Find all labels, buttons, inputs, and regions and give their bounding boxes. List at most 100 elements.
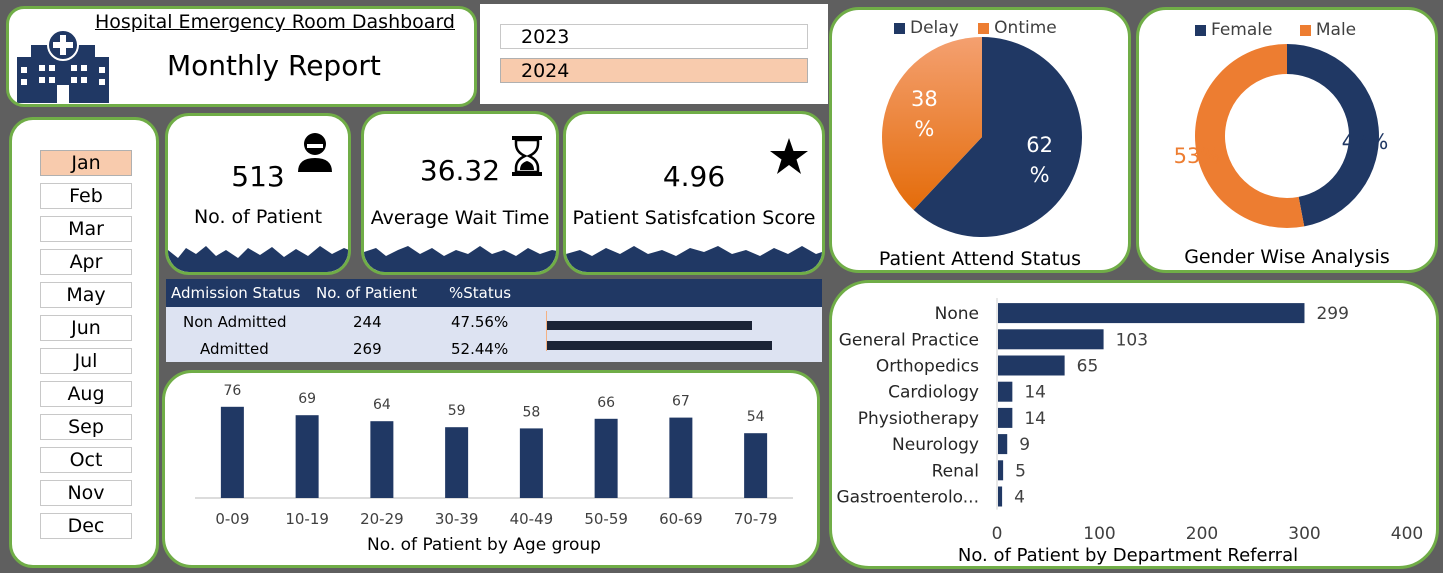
- data-label: 14: [1024, 409, 1046, 429]
- tick-label: 40-49: [510, 510, 554, 528]
- page-title: Monthly Report: [167, 49, 381, 82]
- bar: [594, 418, 618, 498]
- kpi-label: No. of Patient: [193, 206, 323, 228]
- kpi-value: 36.32: [419, 154, 501, 187]
- category-label: Neurology: [892, 435, 979, 455]
- column-header: No. of Patient: [316, 284, 418, 302]
- department-referral-chart: None 299 General Practice 103 Orthopedics 65 C…: [829, 280, 1439, 569]
- kpi-label: Patient Satisfcation Score: [572, 207, 816, 229]
- bar: [295, 415, 319, 498]
- tick-label: 0-09: [215, 510, 249, 528]
- hourglass-icon: [512, 136, 542, 176]
- data-label: 66: [597, 395, 615, 411]
- bar: [998, 355, 1065, 376]
- bar: [669, 417, 693, 498]
- category-label: Renal: [932, 461, 979, 481]
- month-item-apr[interactable]: Apr: [40, 249, 132, 275]
- bar: [998, 486, 1003, 507]
- pie-slice-delay: [913, 37, 1082, 238]
- patient-count-cell: 269: [353, 340, 382, 358]
- admission-table-header: Admission Status No. of Patient %Status: [166, 279, 822, 307]
- category-label: None: [935, 304, 979, 324]
- data-label: 54: [747, 409, 765, 425]
- legend-item-delay: Delay: [894, 18, 959, 38]
- column-header: Admission Status: [171, 284, 301, 302]
- data-label: 58: [522, 404, 540, 420]
- data-label: 4: [1014, 488, 1025, 508]
- tick-label: 10-19: [285, 510, 329, 528]
- data-label: 14: [1024, 383, 1046, 403]
- data-label: 38%: [911, 87, 938, 141]
- legend-item-ontime: Ontime: [978, 18, 1057, 38]
- bar: [998, 407, 1013, 428]
- year-item-2024[interactable]: 2024: [500, 58, 808, 83]
- bar: [998, 381, 1013, 402]
- kpi-label: Average Wait Time: [370, 207, 550, 229]
- category-label: General Practice: [839, 330, 979, 350]
- dashboard-title: Hospital Emergency Room Dashboard: [95, 11, 455, 33]
- bar: [220, 406, 244, 498]
- data-label: 47%: [1342, 130, 1389, 154]
- category-label: Cardiology: [888, 383, 979, 403]
- legend: Female Male: [1195, 20, 1356, 40]
- month-item-nov[interactable]: Nov: [40, 480, 132, 506]
- attend-status-chart: Delay Ontime 62% 38% Patient Attend Statu…: [829, 7, 1131, 273]
- percent-cell: 52.44%: [451, 340, 509, 358]
- admission-table: Admission Status No. of Patient %Status …: [166, 279, 822, 362]
- kpi-card-satisfaction: 4.96 Patient Satisfcation Score: [563, 111, 825, 275]
- data-label: 76: [223, 383, 241, 399]
- category-label: Gastroenterolo...: [836, 488, 979, 508]
- percent-bar: [547, 341, 772, 350]
- month-item-jan[interactable]: Jan: [40, 150, 132, 176]
- wave-decoration: [364, 246, 556, 272]
- bar-axis-line: [546, 311, 547, 351]
- year-item-2023[interactable]: 2023: [500, 24, 808, 49]
- gender-analysis-chart: Female Male 47% 53% Gender Wise Analysis: [1136, 7, 1438, 273]
- legend-item-male: Male: [1299, 20, 1356, 40]
- kpi-card-wait-time: 36.32 Average Wait Time: [361, 111, 559, 275]
- month-item-aug[interactable]: Aug: [40, 381, 132, 407]
- month-item-mar[interactable]: Mar: [40, 216, 132, 242]
- data-label: 64: [373, 397, 391, 413]
- legend: Delay Ontime: [894, 18, 1057, 38]
- bar: [519, 428, 543, 498]
- tick-label: 200: [1186, 524, 1218, 544]
- bar: [998, 329, 1104, 350]
- month-item-oct[interactable]: Oct: [40, 447, 132, 473]
- patient-icon: [298, 133, 332, 172]
- percent-bar: [547, 321, 752, 330]
- tick-label: 400: [1391, 524, 1423, 544]
- bar: [445, 427, 469, 498]
- data-label: 5: [1015, 461, 1026, 481]
- header-panel: Hospital Emergency Room Dashboard Monthl…: [6, 6, 477, 107]
- month-item-jun[interactable]: Jun: [40, 315, 132, 341]
- data-label: 103: [1116, 330, 1148, 350]
- bar: [744, 433, 768, 498]
- age-bar-chart: 76 0-09 69 10-19 64 20-29 59 30-39 58 40-49 66 50-5…: [195, 383, 793, 528]
- month-item-feb[interactable]: Feb: [40, 183, 132, 209]
- donut-segment-female: [1286, 44, 1379, 227]
- bar: [998, 460, 1004, 481]
- bar: [370, 421, 394, 498]
- month-item-jul[interactable]: Jul: [40, 348, 132, 374]
- chart-title: Gender Wise Analysis: [1184, 246, 1390, 268]
- kpi-value: 4.96: [662, 160, 726, 193]
- category-label: Physiotherapy: [858, 409, 979, 429]
- data-label: 67: [672, 394, 690, 410]
- star-icon: [770, 138, 808, 174]
- donut-segment-male: [1195, 44, 1305, 228]
- data-label: 62%: [1026, 133, 1053, 187]
- month-slicer: Jan Feb Mar Apr May Jun Jul Aug Sep Oct Nov Dec: [9, 117, 159, 568]
- month-item-may[interactable]: May: [40, 282, 132, 308]
- patient-count-cell: 244: [353, 313, 382, 331]
- tick-label: 0: [992, 524, 1003, 544]
- month-item-dec[interactable]: Dec: [40, 513, 132, 539]
- data-label: 59: [448, 403, 466, 419]
- pie-slice-ontime: [882, 37, 982, 210]
- admission-status-cell: Admitted: [200, 340, 269, 358]
- year-slicer: 2023 2024: [480, 4, 828, 104]
- data-label: 299: [1316, 304, 1348, 324]
- month-item-sep[interactable]: Sep: [40, 414, 132, 440]
- hospital-icon: [17, 29, 109, 103]
- bar: [998, 303, 1305, 324]
